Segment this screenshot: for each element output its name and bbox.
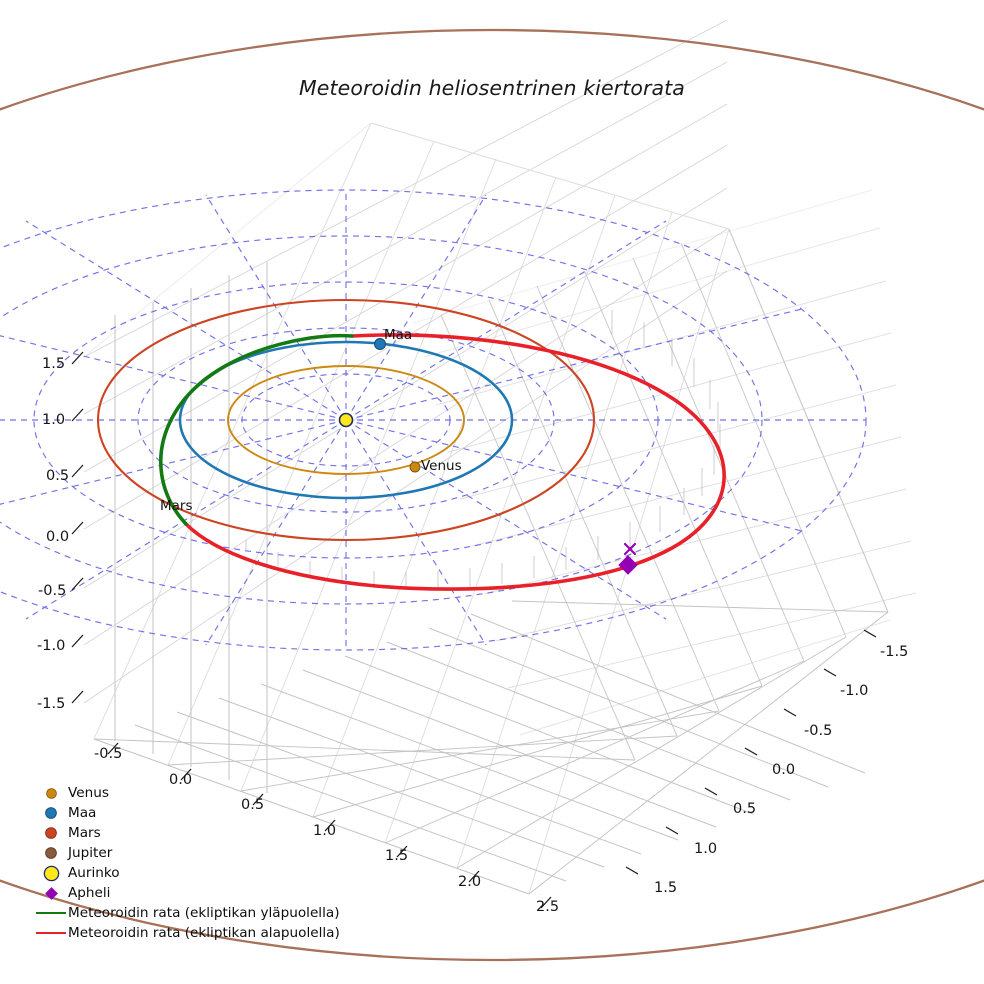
legend: Venus Maa Mars Jupiter Aurinko	[34, 783, 364, 943]
axes-box-edges	[83, 122, 730, 358]
legend-label: Apheli	[68, 885, 111, 901]
legend-label: Venus	[68, 785, 109, 801]
legend-label: Meteoroidin rata (ekliptikan alapuolella…	[68, 925, 340, 941]
earth-marker[interactable]	[374, 338, 386, 350]
ecliptic-reference-guides	[0, 189, 867, 651]
legend-label: Mars	[68, 825, 101, 841]
earth-swatch-icon	[34, 808, 68, 818]
y-tick: 0.5	[733, 801, 757, 817]
sun-swatch-icon	[34, 866, 68, 880]
pane-back-right	[440, 228, 889, 761]
venus-swatch-icon	[34, 788, 68, 798]
venus-marker[interactable]	[409, 461, 421, 473]
mars-swatch-icon	[34, 828, 68, 838]
legend-apheli[interactable]: Apheli	[34, 883, 364, 903]
axis-ticks	[71, 351, 877, 909]
meteoroid-orbit-below-ecliptic	[184, 333, 726, 591]
z-tick: 1.0	[42, 412, 66, 428]
z-tick: -1.0	[37, 638, 66, 654]
y-tick: -1.5	[880, 644, 909, 660]
chart-title: Meteoroidin heliosentrinen kiertorata	[299, 76, 685, 100]
aphelion-cross-icon	[623, 542, 637, 556]
orbit-earth	[178, 340, 514, 500]
legend-meteoroid-below[interactable]: Meteoroidin rata (ekliptikan alapuolella…	[34, 923, 364, 943]
orbit-venus	[227, 365, 465, 475]
y-tick: -1.0	[840, 683, 869, 699]
y-tick: 1.0	[694, 841, 718, 857]
aphelion-swatch-icon	[34, 886, 68, 900]
legend-venus[interactable]: Venus	[34, 783, 364, 803]
x-tick: 1.5	[385, 848, 409, 864]
jupiter-swatch-icon	[34, 848, 68, 858]
earth-annotation: Maa	[384, 327, 413, 343]
mars-annotation: Mars	[160, 498, 193, 514]
aphelion-marker[interactable]	[618, 555, 638, 575]
z-tick: -0.5	[38, 583, 67, 599]
ecliptic-circle-4	[0, 235, 763, 605]
pane-back-left-horizontals	[83, 19, 728, 704]
legend-meteoroid-above[interactable]: Meteoroidin rata (ekliptikan yläpuolella…	[34, 903, 364, 923]
legend-label: Jupiter	[68, 845, 113, 861]
orbit-drop-lines	[245, 310, 721, 590]
legend-aurinko[interactable]: Aurinko	[34, 863, 364, 883]
x-tick: 2.5	[536, 899, 560, 915]
meteoroid-orbit-above-ecliptic	[159, 333, 354, 526]
z-tick: 1.5	[42, 356, 66, 372]
legend-label: Aurinko	[68, 865, 120, 881]
axes-panes	[83, 19, 917, 895]
venus-annotation: Venus	[421, 458, 462, 474]
legend-jupiter[interactable]: Jupiter	[34, 843, 364, 863]
orbit-jupiter	[0, 28, 984, 962]
green-line-swatch-icon	[34, 912, 68, 914]
x-tick: 2.0	[458, 874, 482, 890]
x-tick: 0.5	[241, 797, 265, 813]
ecliptic-radial-spokes	[0, 190, 866, 650]
y-tick: 0.0	[772, 762, 796, 778]
legend-mars[interactable]: Mars	[34, 823, 364, 843]
legend-maa[interactable]: Maa	[34, 803, 364, 823]
legend-label: Meteoroidin rata (ekliptikan yläpuolella…	[68, 905, 340, 921]
red-line-swatch-icon	[34, 932, 68, 934]
x-tick: -0.5	[94, 746, 123, 762]
pane-back-right-horizontals	[412, 189, 917, 736]
x-tick: 0.0	[169, 772, 193, 788]
y-tick: 1.5	[654, 880, 678, 896]
y-tick: -0.5	[804, 723, 833, 739]
pane-floor-cross	[93, 600, 889, 895]
z-tick: 0.5	[46, 468, 70, 484]
legend-label: Maa	[68, 805, 97, 821]
z-tick: 0.0	[46, 529, 70, 545]
z-tick: -1.5	[37, 696, 66, 712]
orbit-mars	[96, 298, 596, 542]
pane-back-left	[93, 122, 730, 895]
x-tick: 1.0	[313, 823, 337, 839]
sun-marker[interactable]	[338, 412, 354, 428]
